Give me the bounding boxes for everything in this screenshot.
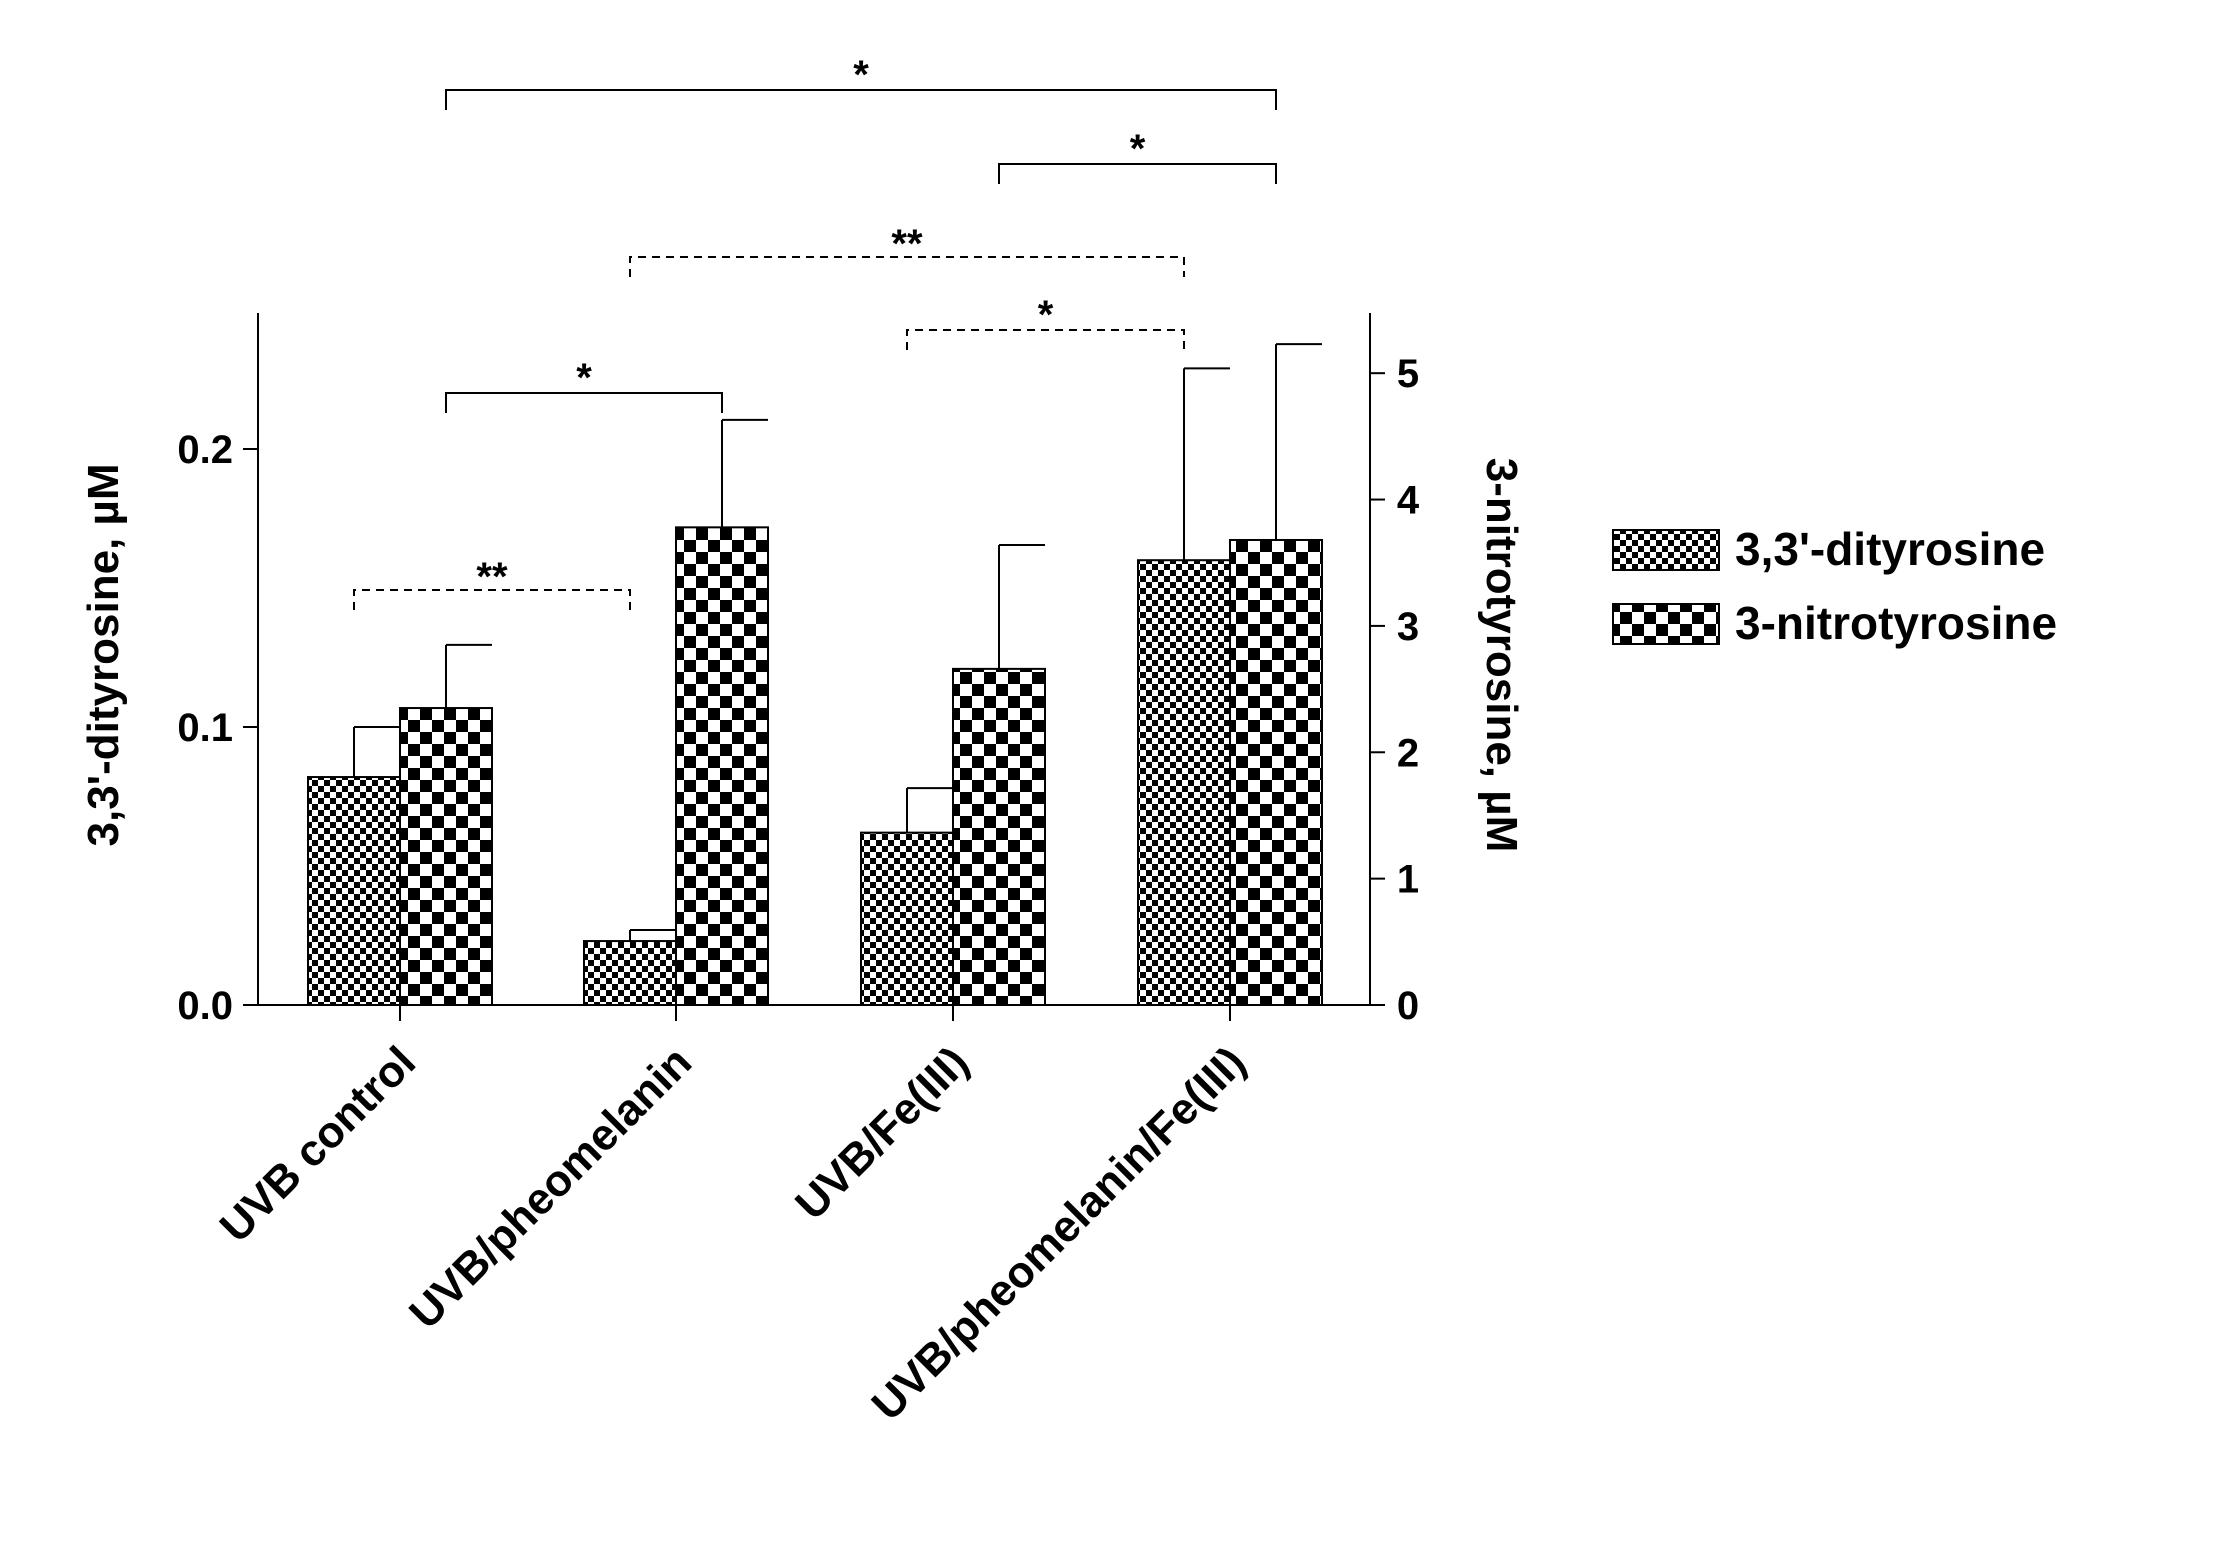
significance-bracket-4: [998, 163, 1277, 184]
bar-nitrotyrosine-2: [952, 667, 1046, 1006]
legend-label-dityrosine: 3,3'-dityrosine: [1735, 523, 2045, 575]
significance-label-1: *: [576, 356, 592, 400]
y-left-tick-label: 0.0: [177, 984, 233, 1028]
bar-dityrosine-3: [1137, 559, 1231, 1006]
significance-bracket-5: [445, 89, 1277, 110]
bar-dityrosine-2: [860, 831, 954, 1007]
significance-label-3: **: [891, 222, 923, 266]
x-category-label: UVB control: [211, 1037, 425, 1251]
legend: 3,3'-dityrosine 3-nitrotyrosine: [1612, 523, 2057, 649]
plot-area: 0.0 0.1 0.2 0 1 2 3 4 5 UVB controlUVB/pheomelani…: [177, 53, 1419, 1430]
significance-label-5: *: [853, 53, 869, 97]
x-category-label: UVB/pheomelanin: [400, 1037, 701, 1338]
y-right-tick-label: 0: [1397, 984, 1419, 1028]
y-right-tick-label: 4: [1397, 479, 1420, 523]
significance-brackets: ********: [353, 53, 1277, 610]
y-right-tick-label: 5: [1397, 352, 1419, 396]
y-left-tick-label: 0.2: [177, 428, 233, 472]
y-left-axis-title: 3,3'-dityrosine, µM: [79, 463, 128, 846]
bar-nitrotyrosine-1: [675, 526, 769, 1006]
bar-dityrosine-0: [307, 776, 401, 1006]
error-bars: [353, 343, 1322, 942]
significance-bracket-0: [353, 589, 631, 610]
significance-label-2: *: [1038, 293, 1054, 337]
legend-swatch-dityrosine: [1612, 529, 1720, 571]
bar-nitrotyrosine-3: [1229, 538, 1323, 1006]
legend-label-nitrotyrosine: 3-nitrotyrosine: [1735, 597, 2057, 649]
x-category-label: UVB/Fe(III): [786, 1037, 978, 1229]
y-left-tick-label: 0.1: [177, 706, 233, 750]
y-right-tick-label: 3: [1397, 605, 1419, 649]
y-right-tick-label: 2: [1397, 731, 1419, 775]
significance-bracket-1: [445, 392, 723, 413]
significance-bracket-3: [629, 256, 1185, 277]
bar-dityrosine-1: [583, 940, 677, 1006]
y-right-axis-title: 3-nitrotyrosine, µM: [1477, 458, 1526, 853]
bar-nitrotyrosine-0: [399, 707, 493, 1007]
bars: [307, 526, 1323, 1007]
significance-label-0: **: [476, 555, 508, 599]
significance-label-4: *: [1130, 127, 1146, 171]
y-right-tick-label: 1: [1397, 858, 1419, 902]
significance-bracket-2: [906, 329, 1185, 350]
legend-swatch-nitrotyrosine: [1612, 603, 1720, 645]
legend-entry-dityrosine: 3,3'-dityrosine: [1612, 523, 2045, 575]
legend-entry-nitrotyrosine: 3-nitrotyrosine: [1612, 597, 2057, 649]
